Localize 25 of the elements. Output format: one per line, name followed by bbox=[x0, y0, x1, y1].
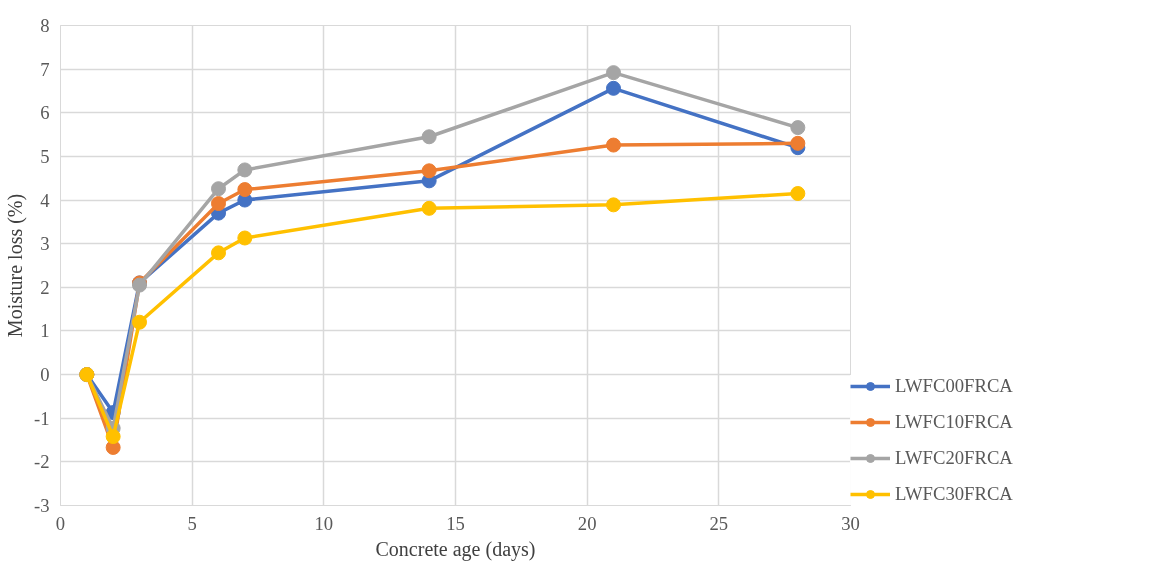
y-tick-label: 7 bbox=[40, 58, 50, 80]
y-axis-title: Moisture loss (%) bbox=[3, 193, 27, 338]
legend-label: LWFC20FRCA bbox=[895, 447, 1013, 469]
y-tick-label: -1 bbox=[33, 407, 50, 429]
x-tick-label: 30 bbox=[841, 512, 860, 534]
y-tick-label: 1 bbox=[40, 320, 50, 342]
legend-label: LWFC30FRCA bbox=[895, 483, 1013, 505]
x-axis-title: Concrete age (days) bbox=[375, 537, 536, 561]
y-tick-label: 4 bbox=[40, 189, 51, 211]
legend-label: LWFC10FRCA bbox=[895, 411, 1013, 433]
y-tick-label: -2 bbox=[33, 451, 50, 473]
y-tick-label: 6 bbox=[40, 102, 50, 124]
legend-label: LWFC00FRCA bbox=[895, 375, 1013, 397]
y-tick-label: 2 bbox=[40, 276, 50, 298]
x-tick-label: 0 bbox=[55, 512, 66, 534]
x-tick-label: 5 bbox=[187, 512, 197, 534]
y-tick-label: 0 bbox=[40, 364, 50, 386]
x-tick-label: 15 bbox=[446, 512, 465, 534]
y-tick-label: 8 bbox=[40, 15, 50, 36]
x-tick-label: 25 bbox=[709, 512, 729, 534]
y-tick-label: -3 bbox=[33, 495, 50, 516]
y-tick-label: 5 bbox=[40, 145, 50, 167]
x-tick-label: 10 bbox=[314, 512, 334, 534]
y-tick-label: 3 bbox=[40, 233, 50, 255]
x-tick-label: 20 bbox=[577, 512, 597, 534]
